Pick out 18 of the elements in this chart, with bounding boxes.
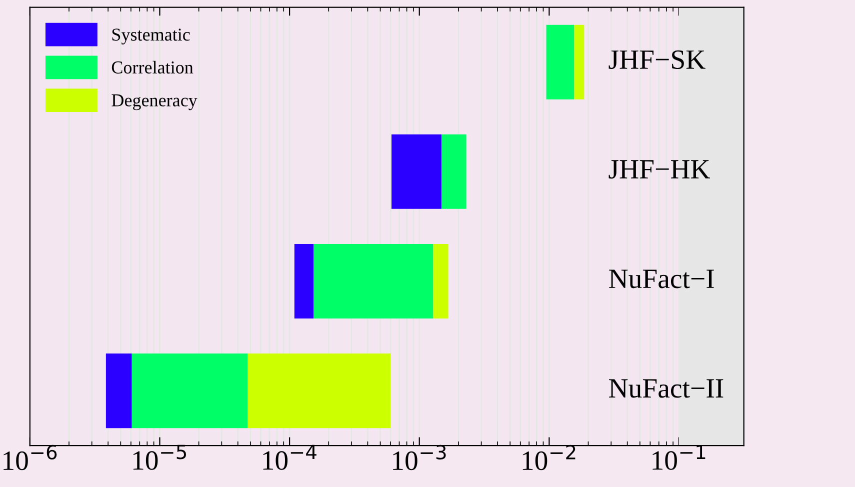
bar [132,354,248,428]
y-tick-label: NuFact−I [609,270,714,288]
y-tick-label: JHF−HK [608,160,710,179]
bar [433,244,448,318]
bar [106,354,132,428]
legend-label: Systematic [112,28,190,44]
x-tick-label: 10$^{−4}$ [263,444,316,470]
bar [546,24,574,100]
bar [294,244,314,318]
y-tick-label: NuFact−II [609,379,724,398]
bar [441,134,466,209]
bar [248,354,391,428]
legend-label: Correlation [112,60,194,74]
bar [391,134,442,209]
bar [574,24,584,100]
bar [314,244,434,318]
y-tick-label: JHF−SK [608,50,706,70]
legend-label: Degeneracy [112,94,198,110]
